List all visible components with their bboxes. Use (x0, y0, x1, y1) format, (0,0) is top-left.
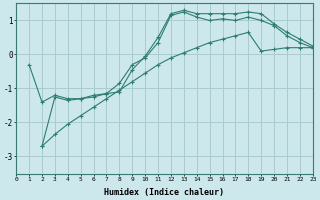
X-axis label: Humidex (Indice chaleur): Humidex (Indice chaleur) (105, 188, 225, 197)
